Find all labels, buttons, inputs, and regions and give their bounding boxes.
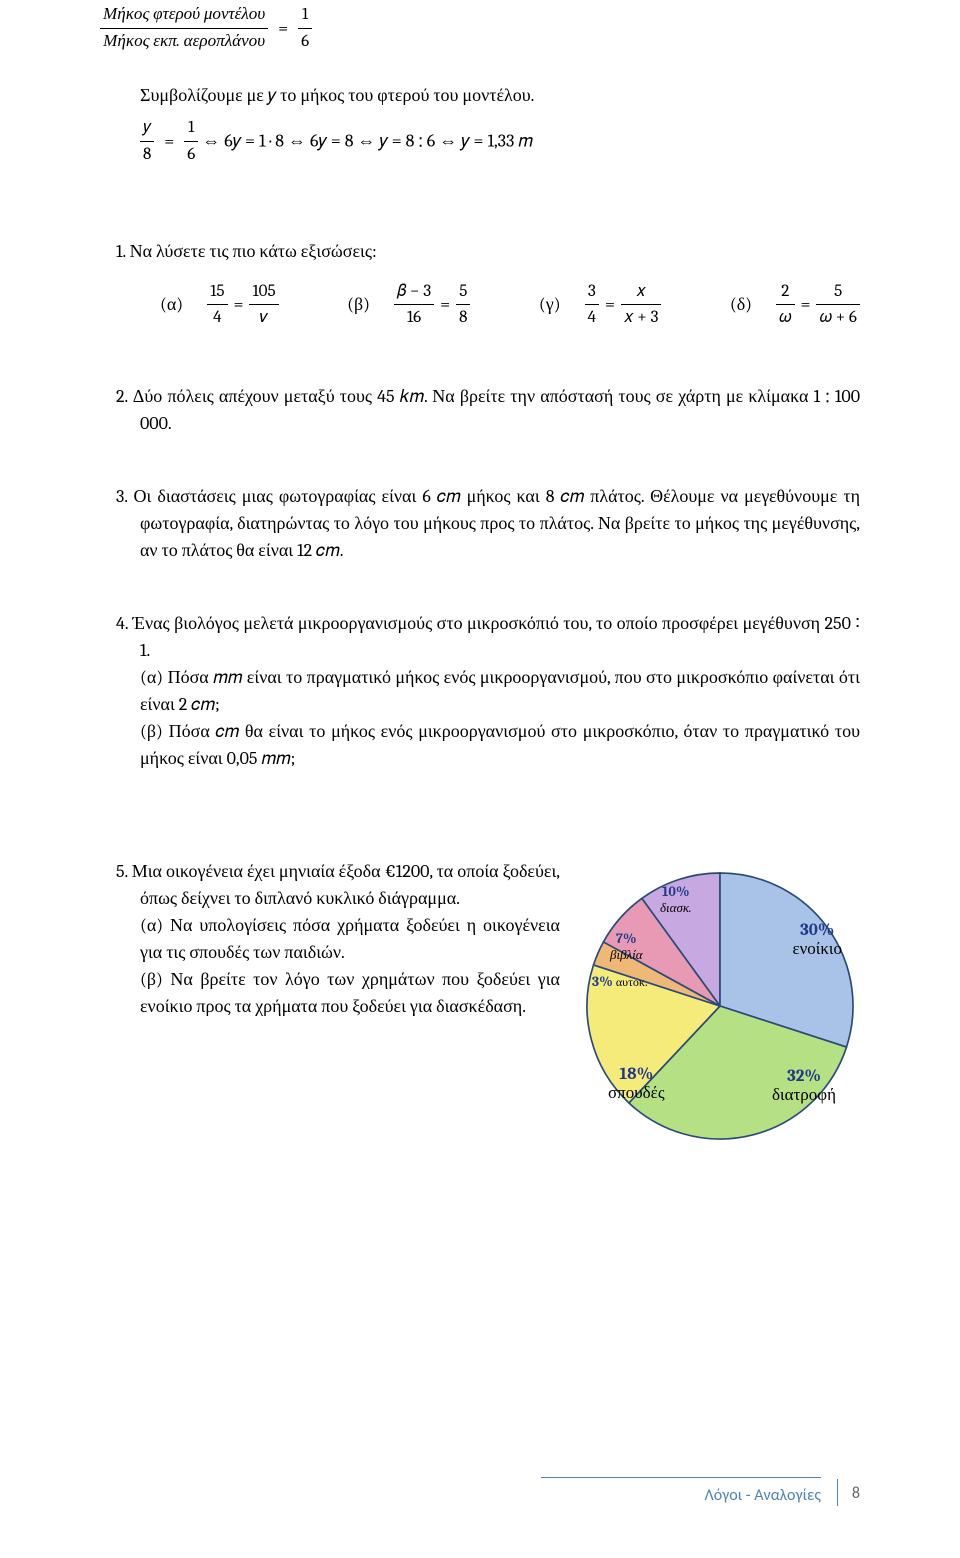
question-4: 4. Ένας βιολόγος μελετά μικροοργανισμούς… bbox=[100, 610, 860, 772]
pie-label-vivlia: 7% βιβλία bbox=[610, 931, 643, 964]
footer-text: Λόγοι - Αναλογίες bbox=[705, 1486, 821, 1505]
page-footer: Λόγοι - Αναλογίες 8 bbox=[541, 1477, 860, 1508]
footer-page-number: 8 bbox=[852, 1484, 860, 1503]
pie-label-diask: 10% διασκ. bbox=[660, 884, 691, 917]
pie-chart: 30% ενοίκιο 32% διατροφή 18% σπουδές 3% … bbox=[580, 866, 860, 1146]
ratio-num: Μήκος φτερού μοντέλου bbox=[100, 2, 268, 29]
pie-label-enoikio: 30% ενοίκιο bbox=[792, 921, 842, 960]
ratio-den: Μήκος εκπ. αεροπλάνου bbox=[100, 29, 268, 55]
q1-equations: (α) 154 = 105𝜈 (β) 𝛽 − 316 = 58 (γ) 34 =… bbox=[160, 279, 860, 331]
solved-equation: 𝑦 8 = 1 6 ⇔ 6𝑦 = 1 · 8 ⇔ 6𝑦 = 8 ⇔ 𝑦 = 8 … bbox=[140, 115, 860, 167]
pie-label-spoudes: 18% σπουδές bbox=[608, 1065, 665, 1104]
q1-d: (δ) 2𝜔 = 5𝜔 + 6 bbox=[730, 279, 860, 331]
intro-line: Συμβολίζουμε με 𝑦 το μήκος του φτερού το… bbox=[140, 82, 860, 109]
intro-ratio: Μήκος φτερού μοντέλου Μήκος εκπ. αεροπλά… bbox=[100, 2, 860, 54]
pie-label-diatrofi: 32% διατροφή bbox=[772, 1067, 836, 1106]
q1-a: (α) 154 = 105𝜈 bbox=[160, 279, 279, 331]
q1-c: (γ) 34 = 𝑥𝑥 + 3 bbox=[539, 279, 662, 331]
pie-label-autok: 3% αυτοκ. bbox=[592, 974, 647, 990]
q1-b: (β) 𝛽 − 316 = 58 bbox=[347, 279, 470, 331]
question-3: 3. Οι διαστάσεις μιας φωτογραφίας είναι … bbox=[100, 483, 860, 564]
question-2: 2. Δύο πόλεις απέχουν μεταξύ τους 45 𝑘𝑚.… bbox=[100, 383, 860, 437]
footer-accent-line bbox=[541, 1477, 821, 1478]
q1-prompt: 1. Να λύσετε τις πιο κάτω εξισώσεις: bbox=[140, 238, 860, 265]
question-1: 1. Να λύσετε τις πιο κάτω εξισώσεις: (α)… bbox=[100, 238, 860, 331]
question-5: 5. Μια οικογένεια έχει μηνιαία έξοδα €12… bbox=[100, 858, 860, 1146]
